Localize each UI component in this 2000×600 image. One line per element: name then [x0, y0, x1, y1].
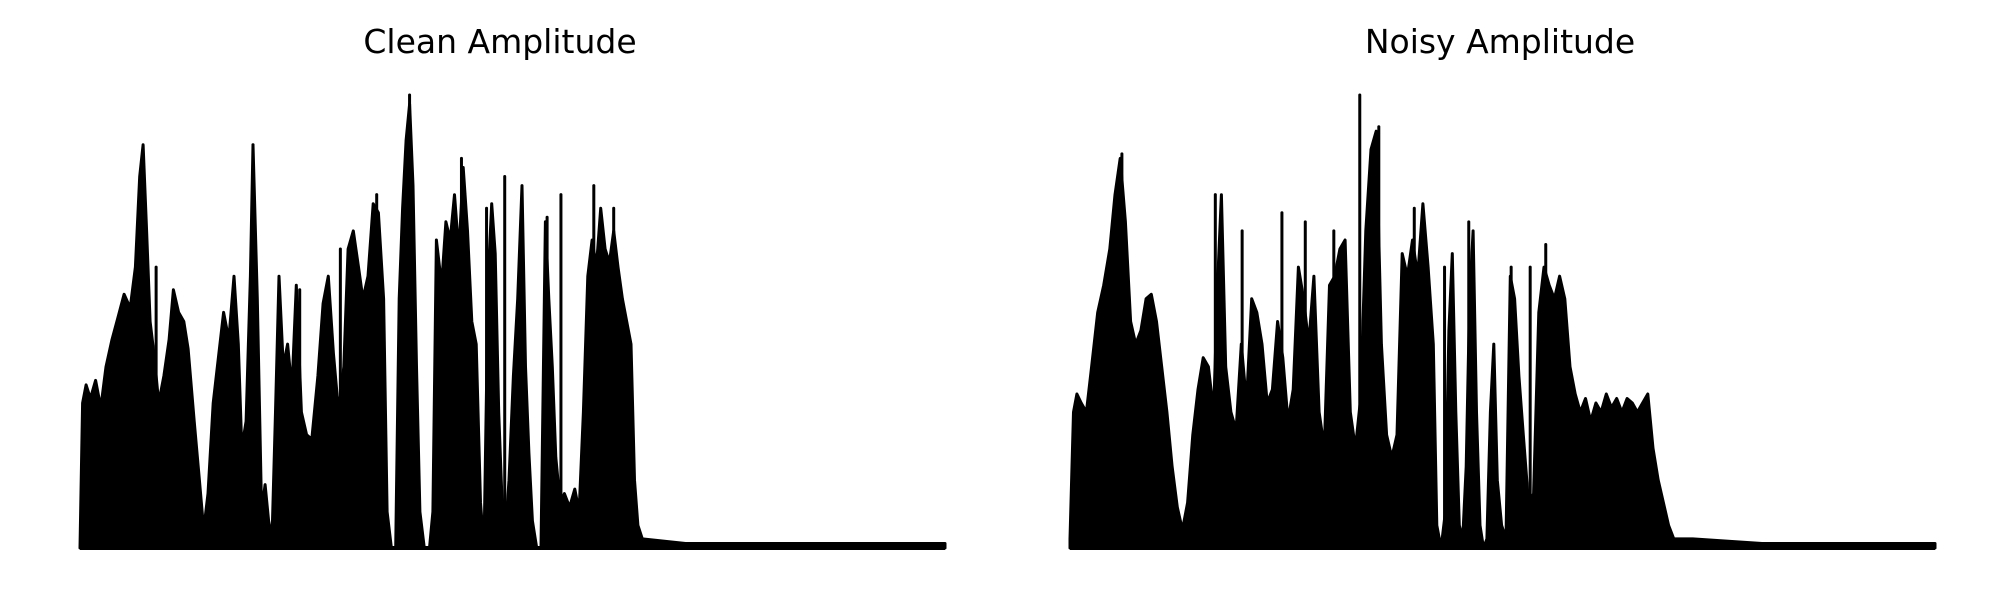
clean-amplitude-plot: [78, 93, 947, 550]
clean-amplitude-title: Clean Amplitude: [363, 22, 637, 61]
clean-amplitude-panel: Clean Amplitude: [78, 22, 947, 550]
clean-amplitude-envelope: [78, 102, 947, 550]
noisy-amplitude-panel: Noisy Amplitude: [1000, 0, 2000, 600]
noisy-amplitude-envelope: [1068, 129, 1937, 550]
noisy-amplitude-plot: [1068, 93, 1937, 550]
noisy-amplitude-title: Noisy Amplitude: [1364, 22, 1636, 61]
